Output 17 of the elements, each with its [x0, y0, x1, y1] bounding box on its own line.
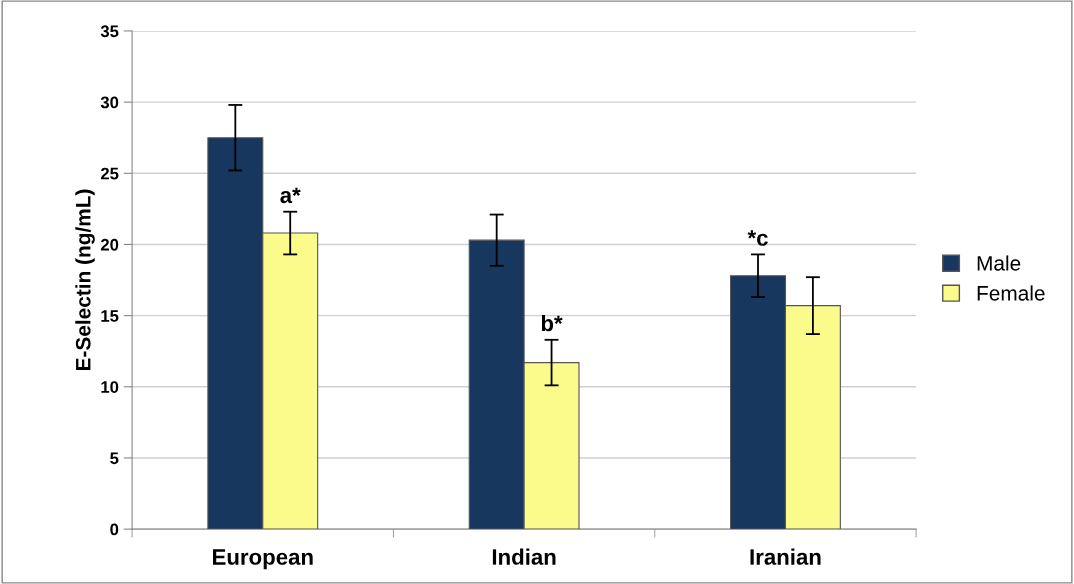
y-tick-label: 10	[101, 381, 119, 393]
y-tick-label: 15	[101, 310, 119, 322]
annotation: a*	[280, 187, 301, 204]
legend-label: Male	[977, 255, 1021, 271]
x-tick-label: Iranian	[750, 548, 821, 565]
y-tick-label: 25	[100, 167, 119, 180]
y-tick-label: 5	[110, 452, 119, 465]
y-tick-label: 35	[100, 25, 119, 38]
y-tick-label: 0	[110, 523, 119, 536]
annotation: *c	[747, 230, 768, 246]
y-axis-title: E-Selectin (ng/mL)	[75, 189, 95, 371]
y-tick-label: 30	[100, 96, 119, 109]
annotation: b*	[541, 314, 563, 332]
x-tick-label: European	[213, 549, 313, 570]
legend-label: Female	[977, 285, 1045, 301]
x-tick-label: Indian	[492, 548, 556, 565]
y-tick-label: 20	[100, 238, 119, 251]
